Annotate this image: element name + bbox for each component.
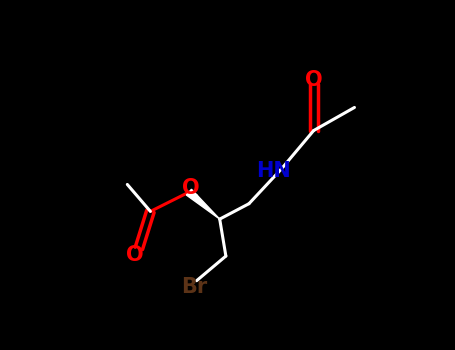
- Text: Br: Br: [181, 277, 207, 297]
- Text: O: O: [305, 70, 323, 91]
- Text: O: O: [126, 245, 144, 265]
- Polygon shape: [187, 189, 220, 219]
- Text: O: O: [182, 178, 199, 198]
- Text: HN: HN: [256, 161, 291, 181]
